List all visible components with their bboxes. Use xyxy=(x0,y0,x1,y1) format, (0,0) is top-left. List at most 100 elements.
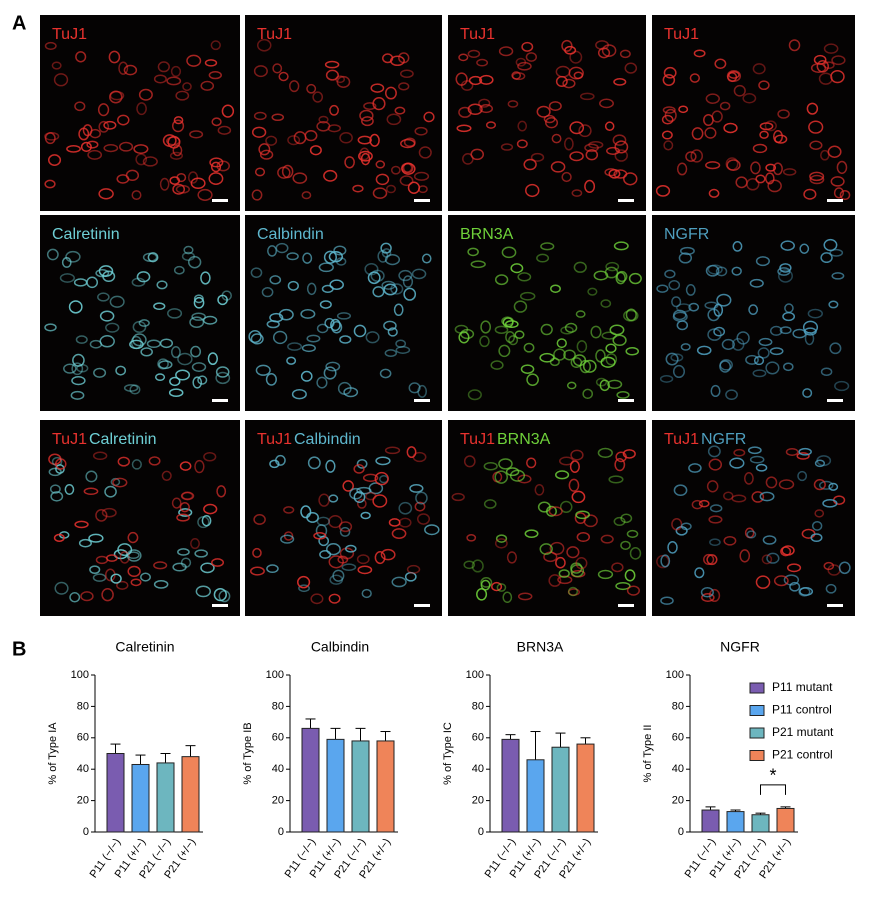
cell xyxy=(726,69,742,83)
cell xyxy=(595,377,608,387)
cell xyxy=(576,531,591,543)
cell xyxy=(153,302,166,310)
cell xyxy=(386,184,396,194)
cell xyxy=(551,133,562,144)
cell xyxy=(98,265,114,277)
cell xyxy=(261,287,274,298)
cell xyxy=(624,62,638,74)
cell xyxy=(360,152,371,166)
cell xyxy=(74,520,89,529)
cell xyxy=(708,515,723,524)
scale-bar xyxy=(414,399,430,402)
y-axis-label: % of Type II xyxy=(642,725,654,783)
cell xyxy=(616,391,630,399)
cell xyxy=(802,388,813,398)
cell xyxy=(66,145,81,153)
cell xyxy=(374,471,389,486)
cell xyxy=(323,366,337,380)
cell xyxy=(414,126,428,136)
legend-swatch xyxy=(749,682,765,694)
cell xyxy=(365,331,380,344)
cell xyxy=(424,524,440,536)
significance-label: * xyxy=(769,766,776,786)
cell xyxy=(673,484,688,496)
cell xyxy=(339,526,351,537)
cell xyxy=(344,156,355,169)
bar xyxy=(726,811,745,833)
cell xyxy=(338,521,353,533)
cell xyxy=(300,309,316,319)
cell xyxy=(101,507,117,518)
cell xyxy=(324,60,340,69)
cell xyxy=(387,327,398,337)
y-tick-label: 80 xyxy=(272,700,284,712)
cell xyxy=(272,330,288,345)
cell xyxy=(336,75,351,89)
cell xyxy=(609,324,625,336)
cell xyxy=(87,149,103,160)
cell xyxy=(467,49,481,58)
stain-label: TuJ1 xyxy=(664,431,699,448)
cell xyxy=(291,389,307,400)
cell xyxy=(600,534,614,544)
cell xyxy=(415,491,428,505)
cell xyxy=(342,480,354,492)
cell xyxy=(807,308,823,319)
cell xyxy=(110,573,122,584)
cell xyxy=(494,274,509,286)
cell xyxy=(89,565,101,575)
cell xyxy=(505,330,516,344)
cell xyxy=(707,445,721,458)
cell xyxy=(498,46,514,57)
cell xyxy=(608,475,624,484)
y-tick-label: 80 xyxy=(672,700,684,712)
cell xyxy=(321,284,334,294)
cell xyxy=(696,345,712,356)
y-tick-label: 100 xyxy=(71,669,89,681)
cell xyxy=(557,575,573,585)
cell xyxy=(663,66,677,79)
cell xyxy=(606,146,620,155)
micrograph xyxy=(245,420,442,616)
cell xyxy=(328,250,344,263)
cell xyxy=(509,469,526,482)
cell xyxy=(748,304,759,315)
cell xyxy=(766,552,780,564)
cell xyxy=(562,78,576,89)
cell xyxy=(479,103,494,114)
bar xyxy=(376,740,395,833)
cell xyxy=(512,72,526,81)
cell xyxy=(304,129,318,142)
scale-bar xyxy=(414,199,430,202)
cell xyxy=(467,103,483,116)
cell xyxy=(93,367,107,378)
cell xyxy=(773,575,789,587)
cell xyxy=(169,376,181,387)
cell xyxy=(672,364,686,379)
cell xyxy=(83,487,99,496)
cell xyxy=(785,447,799,456)
chart-title: Calbindin xyxy=(311,639,369,655)
panel-label: B xyxy=(12,638,26,660)
cell xyxy=(789,581,801,592)
cell xyxy=(391,576,407,588)
cell xyxy=(323,250,338,264)
cell xyxy=(723,122,738,134)
cell xyxy=(582,359,597,373)
cell xyxy=(555,556,566,569)
cell xyxy=(318,262,334,273)
cell xyxy=(604,121,615,131)
cell xyxy=(327,124,341,133)
cell xyxy=(517,61,532,71)
cell xyxy=(398,52,410,64)
cell xyxy=(380,242,392,254)
y-tick-label: 100 xyxy=(466,669,484,681)
y-tick-label: 0 xyxy=(83,826,89,838)
cell xyxy=(363,102,377,110)
cell xyxy=(761,554,773,565)
cell xyxy=(463,560,476,570)
cell xyxy=(739,549,751,563)
cell xyxy=(803,188,817,200)
cell xyxy=(272,63,283,74)
micrograph xyxy=(245,15,442,211)
